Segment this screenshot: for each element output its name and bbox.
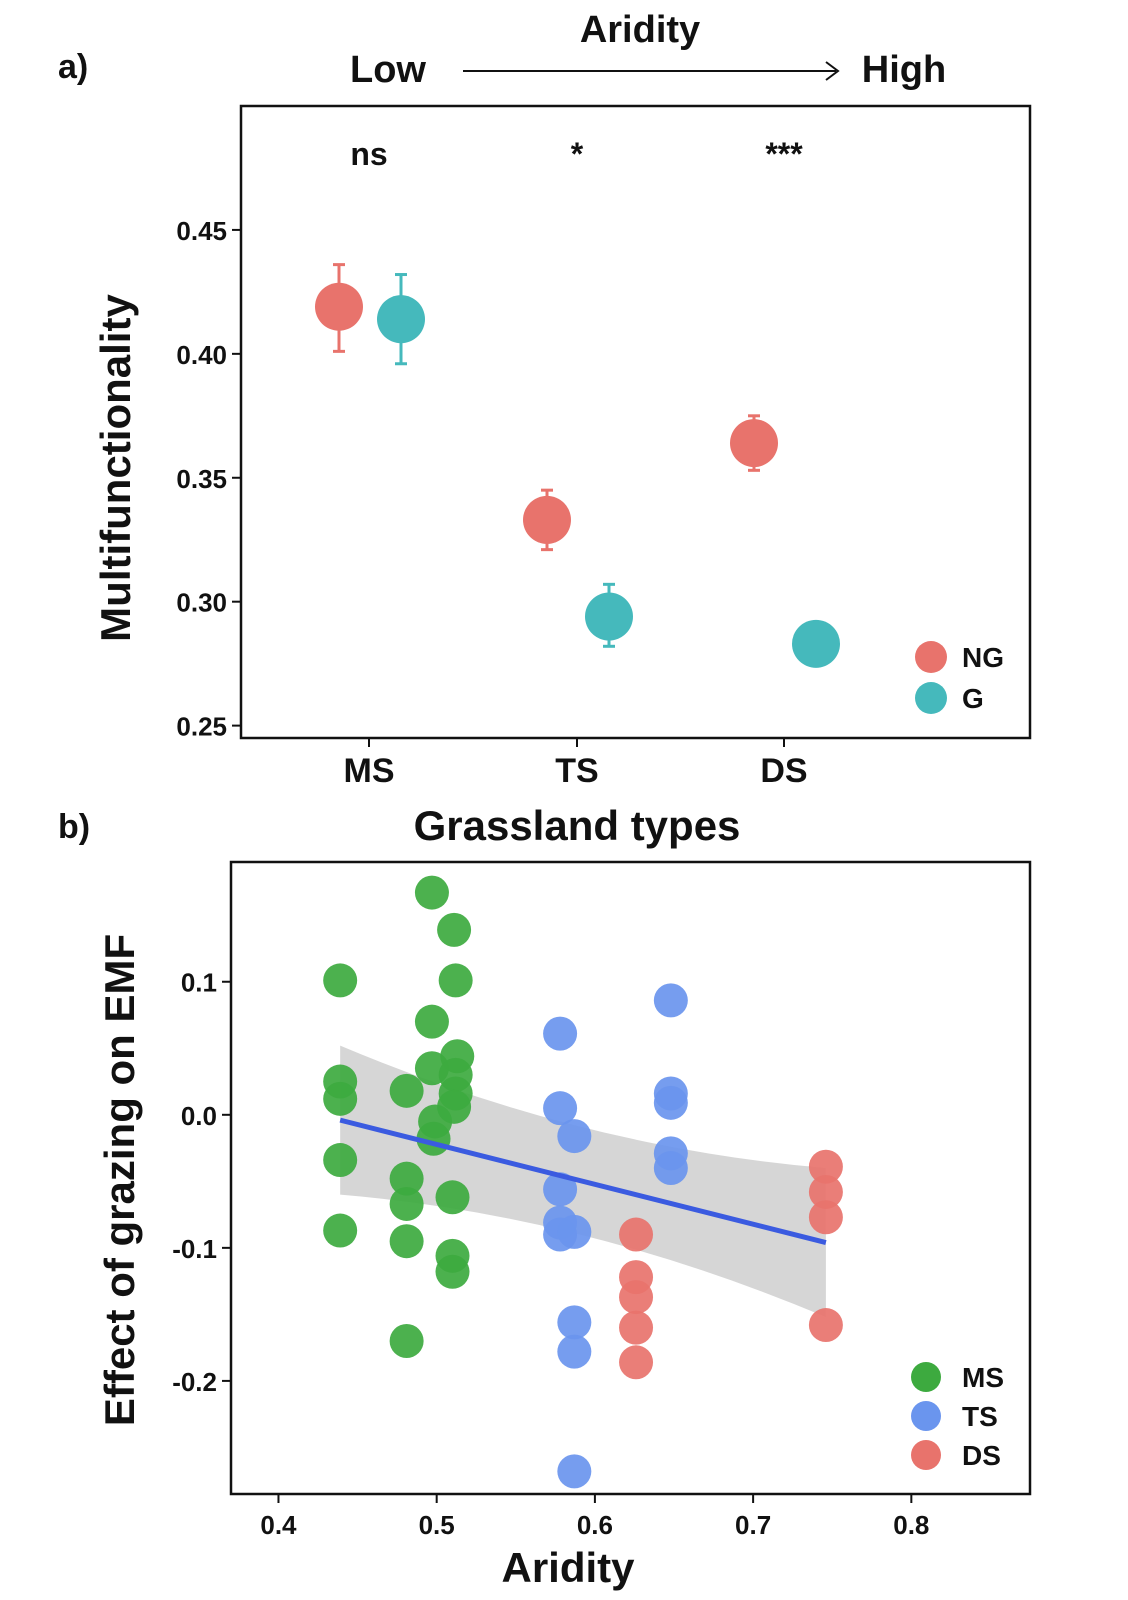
- panel-a-y-axis-title: Multifunctionality: [92, 294, 139, 642]
- data-point-ms: [323, 963, 358, 998]
- aridity-arrowhead: [825, 61, 840, 81]
- panel-b-x-tick-label: 0.8: [893, 1510, 929, 1540]
- legend-swatch-ds: [911, 1440, 941, 1470]
- data-point-ts: [557, 1119, 592, 1154]
- panel-b-regression-line: [339, 1117, 827, 1245]
- data-point-ms: [437, 912, 472, 947]
- legend-label-ds: DS: [962, 1440, 1001, 1471]
- data-point-ms: [438, 963, 473, 998]
- mean-point-g: [585, 592, 633, 641]
- panel-b-y-axis: -0.2 -0.1 0.0 0.1: [172, 968, 231, 1397]
- panel-b-y-axis-title: Effect of grazing on EMF: [96, 934, 143, 1426]
- data-point-ds: [619, 1217, 654, 1252]
- legend-swatch-ms: [911, 1362, 941, 1392]
- panel-a-y-tick-label: 0.40: [176, 340, 227, 370]
- panel-a-significance-labels: ns * ***: [350, 136, 803, 172]
- panel-a-x-tick-label: DS: [760, 752, 807, 790]
- panel-a-label: a): [58, 48, 88, 86]
- panel-a-x-axis: MS TS DS: [344, 738, 808, 790]
- data-point-ts: [653, 1151, 688, 1186]
- panel-b-legend: MS TS DS: [911, 1362, 1004, 1471]
- panel-a-y-axis: 0.25 0.30 0.35 0.40 0.45: [176, 216, 241, 742]
- panel-b-y-tick-label: 0.0: [181, 1101, 217, 1131]
- data-point-ds: [808, 1174, 843, 1209]
- panel-b-plot-frame: [229, 860, 1032, 1496]
- data-point-ms: [389, 1073, 424, 1108]
- aridity-header-title: Aridity: [580, 9, 700, 51]
- panel-b-x-axis: 0.4 0.5 0.6 0.7 0.8: [260, 1494, 929, 1540]
- legend-swatch-ts: [911, 1401, 941, 1431]
- panel-b-x-tick-label: 0.4: [260, 1510, 297, 1540]
- data-point-ms: [323, 1143, 358, 1178]
- panel-b-data-points: [323, 875, 843, 1489]
- data-point-ms: [389, 1186, 424, 1221]
- panel-a-data-marks: [315, 263, 840, 668]
- panel-a-plot-frame: [239, 104, 1032, 740]
- panel-a-y-tick-label: 0.35: [176, 464, 227, 494]
- aridity-low-label: Low: [350, 49, 426, 91]
- mean-point-ng: [730, 419, 778, 468]
- data-point-ms: [435, 1254, 470, 1289]
- data-point-ms: [437, 1089, 472, 1124]
- data-point-ts: [653, 983, 688, 1018]
- panel-b-x-tick-label: 0.5: [419, 1510, 455, 1540]
- data-point-ts: [557, 1334, 592, 1369]
- mean-point-ng: [315, 282, 363, 331]
- mean-point-g: [377, 295, 425, 344]
- data-point-ds: [619, 1345, 654, 1380]
- data-point-ms: [414, 1004, 449, 1039]
- panel-b-label: b): [58, 808, 90, 846]
- data-point-ms: [435, 1180, 470, 1215]
- data-point-ts: [557, 1454, 592, 1489]
- panel-a-y-tick-label: 0.45: [176, 216, 227, 246]
- data-point-ts: [543, 1016, 578, 1051]
- regression-line: [339, 1117, 827, 1245]
- data-point-ts: [543, 1172, 578, 1207]
- legend-label-ms: MS: [962, 1362, 1004, 1393]
- panel-b-y-tick-label: 0.1: [181, 968, 217, 998]
- significance-label: *: [571, 136, 584, 172]
- panel-a-x-tick-label: MS: [344, 752, 395, 790]
- legend-label-ng: NG: [962, 642, 1004, 673]
- legend-label-g: G: [962, 683, 984, 714]
- panel-a-legend: NG G: [915, 641, 1004, 714]
- panel-a-x-tick-label: TS: [555, 752, 598, 790]
- data-point-ms: [389, 1161, 424, 1196]
- panel-a-y-tick-label: 0.25: [176, 712, 227, 742]
- mean-point-g: [792, 619, 840, 668]
- data-point-ts: [653, 1085, 688, 1120]
- data-point-ms: [389, 1224, 424, 1259]
- significance-label: ns: [350, 136, 387, 172]
- mean-point-ng: [523, 495, 571, 544]
- legend-swatch-g: [915, 682, 947, 714]
- aridity-high-label: High: [862, 49, 946, 91]
- data-point-ms: [414, 875, 449, 910]
- data-point-ts: [543, 1091, 578, 1126]
- data-point-ms: [323, 1081, 358, 1116]
- data-point-ts: [557, 1214, 592, 1249]
- panel-b-y-tick-label: -0.2: [172, 1367, 217, 1397]
- data-point-ds: [619, 1280, 654, 1315]
- panel-b-y-tick-label: -0.1: [172, 1234, 217, 1264]
- data-point-ms: [323, 1213, 358, 1248]
- data-point-ds: [619, 1310, 654, 1345]
- panel-a-x-axis-title: Grassland types: [414, 802, 741, 849]
- data-point-ds: [808, 1149, 843, 1184]
- panel-b-x-axis-title: Aridity: [501, 1544, 635, 1591]
- legend-swatch-ng: [915, 641, 947, 673]
- legend-label-ts: TS: [962, 1401, 998, 1432]
- data-point-ds: [808, 1200, 843, 1235]
- data-point-ds: [808, 1308, 843, 1343]
- significance-label: ***: [765, 136, 803, 172]
- data-point-ts: [557, 1305, 592, 1340]
- panel-b-x-tick-label: 0.7: [735, 1510, 771, 1540]
- panel-b-x-tick-label: 0.6: [577, 1510, 613, 1540]
- data-point-ms: [389, 1323, 424, 1358]
- panel-a-y-tick-label: 0.30: [176, 588, 227, 618]
